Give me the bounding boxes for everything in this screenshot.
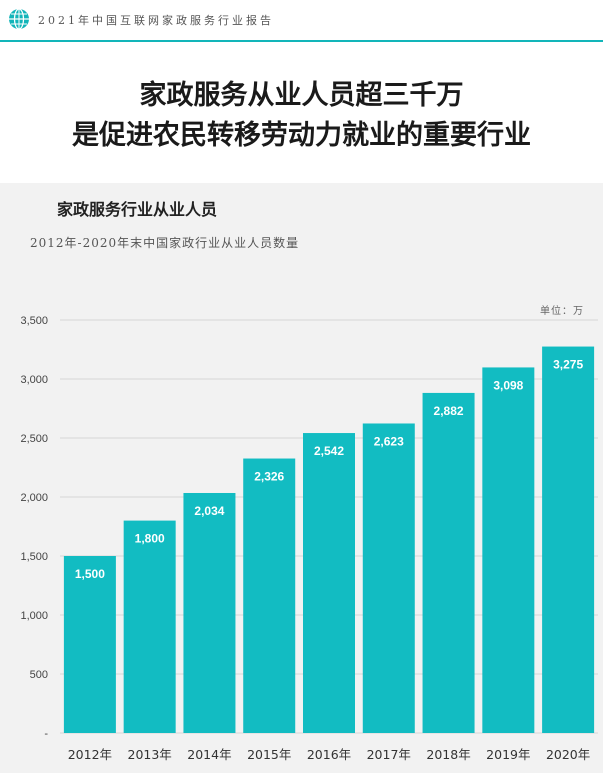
x-tick-label: 2012年 [68, 747, 112, 762]
bar-value-label: 2,034 [194, 504, 224, 518]
title-line-2: 是促进农民转移劳动力就业的重要行业 [72, 120, 531, 151]
bar [63, 556, 116, 733]
x-tick-label: 2016年 [307, 747, 351, 762]
bar [123, 520, 176, 733]
y-tick-label: - [44, 728, 48, 740]
chart-subtitle: 2012年-2020年末中国家政行业从业人员数量 [30, 236, 300, 250]
y-tick-label: 3,000 [20, 374, 48, 386]
bar-value-label: 1,500 [75, 567, 105, 581]
bar-chart: - 500 1,000 1,500 2,000 2,500 3,000 3,500 1,500 2… [20, 315, 598, 762]
bar-value-label: 2,326 [254, 470, 284, 484]
x-tick-label: 2020年 [546, 747, 590, 762]
bar [362, 423, 415, 733]
header-title: 2021年中国互联网家政服务行业报告 [38, 14, 274, 27]
chart-title: 家政服务行业从业人员 [57, 200, 218, 219]
x-tick-label: 2015年 [247, 747, 291, 762]
y-tick-label: 2,500 [20, 433, 48, 445]
y-tick-label: 2,000 [20, 492, 48, 504]
x-tick-label: 2017年 [367, 747, 411, 762]
bar-value-label: 2,623 [374, 434, 404, 448]
title-line-1: 家政服务从业人员超三千万 [139, 80, 464, 111]
bar [183, 492, 236, 733]
header-divider [0, 40, 603, 42]
y-tick-label: 500 [30, 669, 48, 681]
globe-icon [9, 8, 29, 30]
y-tick-label: 1,500 [20, 551, 48, 563]
bar-value-label: 3,098 [493, 378, 523, 392]
x-tick-label: 2018年 [426, 747, 470, 762]
y-tick-label: 1,000 [20, 610, 48, 622]
x-tick-label: 2019年 [486, 747, 530, 762]
bar [542, 346, 595, 733]
bar-value-label: 3,275 [553, 358, 583, 372]
bar [422, 392, 475, 733]
bar [303, 433, 355, 733]
bar-value-label: 2,882 [434, 404, 464, 418]
bar-value-label: 1,800 [135, 532, 165, 546]
x-tick-label: 2013年 [128, 747, 172, 762]
y-tick-label: 3,500 [20, 315, 48, 327]
bar [243, 458, 296, 733]
x-tick-label: 2014年 [187, 747, 231, 762]
bar-value-label: 2,542 [314, 444, 344, 458]
bar [482, 367, 535, 733]
report-header: 2021年中国互联网家政服务行业报告 [0, 0, 603, 40]
page-title: 家政服务从业人员超三千万 是促进农民转移劳动力就业的重要行业 [0, 76, 603, 156]
unit-label: 单位：万 [540, 306, 584, 317]
